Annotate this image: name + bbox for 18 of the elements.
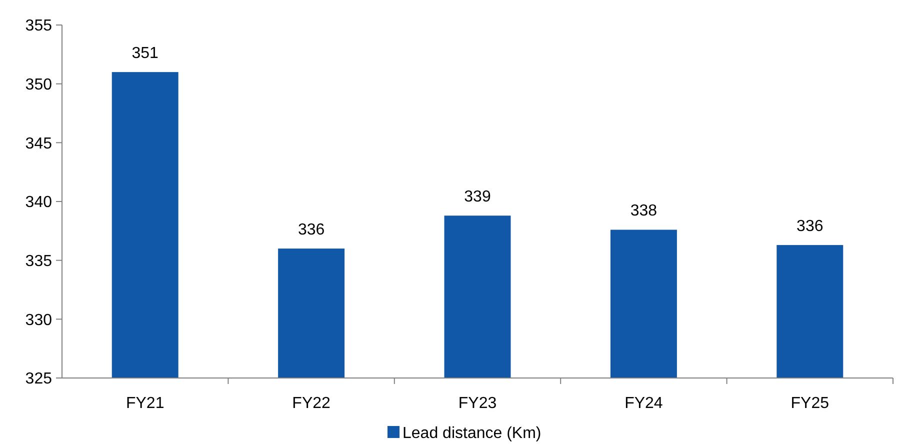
x-tick-label: FY22 <box>292 395 331 412</box>
y-tick-label: 325 <box>25 370 52 388</box>
y-tick-label: 330 <box>25 312 52 329</box>
y-tick-label: 355 <box>25 18 52 35</box>
x-tick-label: FY24 <box>624 395 663 412</box>
data-label: 336 <box>298 222 325 239</box>
y-tick-label: 350 <box>25 76 52 94</box>
data-label: 351 <box>132 45 159 62</box>
x-tick-label: FY21 <box>126 395 164 412</box>
y-tick-label: 345 <box>25 135 52 152</box>
data-label: 336 <box>796 218 824 236</box>
data-label: 338 <box>630 202 658 220</box>
legend-label: Lead distance (Km) <box>402 425 542 442</box>
data-label: 339 <box>464 188 491 206</box>
y-tick-label: 335 <box>25 252 52 270</box>
x-tick-label: FY23 <box>458 395 497 412</box>
y-tick-label: 340 <box>25 194 52 212</box>
x-tick-label: FY25 <box>790 395 830 412</box>
